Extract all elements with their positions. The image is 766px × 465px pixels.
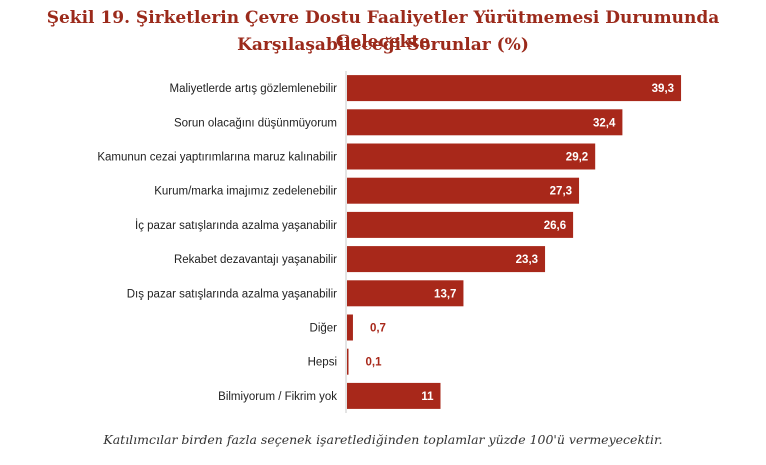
category-label: Bilmiyorum / Fikrim yok [218, 391, 337, 403]
category-label: Diğer [310, 323, 338, 335]
data-label: 27,3 [550, 186, 572, 198]
bar [347, 348, 349, 375]
bar [347, 211, 574, 238]
bar [347, 314, 353, 341]
data-label: 13,7 [434, 288, 456, 300]
bar [347, 109, 623, 136]
data-label: 29,2 [566, 152, 588, 164]
data-label: 23,3 [516, 254, 538, 266]
bar [347, 143, 596, 170]
category-label: Maliyetlerde artış gözlemlenebilir [170, 83, 338, 95]
category-label: Sorun olacağını düşünmüyorum [174, 117, 337, 129]
data-label: 11 [421, 391, 434, 403]
chart-footnote: Katılımcılar birden fazla seçenek işaret… [103, 432, 663, 447]
category-label: Dış pazar satışlarında azalma yaşanabili… [127, 288, 337, 300]
chart-title-line-1: Şekil 19. Şirketlerin Çevre Dostu Faaliy… [46, 8, 720, 52]
bar [347, 177, 580, 204]
category-label: Rekabet dezavantajı yaşanabilir [174, 254, 337, 266]
category-label: Kurum/marka imajımız zedelenebilir [154, 186, 337, 198]
bar [347, 280, 464, 307]
category-label: İç pazar satışlarında azalma yaşanabilir [135, 219, 337, 232]
data-label: 0,1 [366, 357, 383, 369]
data-label: 26,6 [544, 220, 566, 232]
bar [347, 382, 441, 409]
bar [347, 246, 546, 273]
bar [347, 75, 682, 102]
category-label: Hepsi [308, 357, 337, 369]
data-label: 0,7 [370, 323, 386, 335]
data-label: 39,3 [652, 83, 674, 95]
category-label: Kamunun cezai yaptırımlarına maruz kalın… [97, 152, 337, 164]
data-label: 32,4 [593, 117, 616, 129]
chart-title-line-2: Karşılaşabileceği Sorunlar (%) [237, 35, 529, 55]
